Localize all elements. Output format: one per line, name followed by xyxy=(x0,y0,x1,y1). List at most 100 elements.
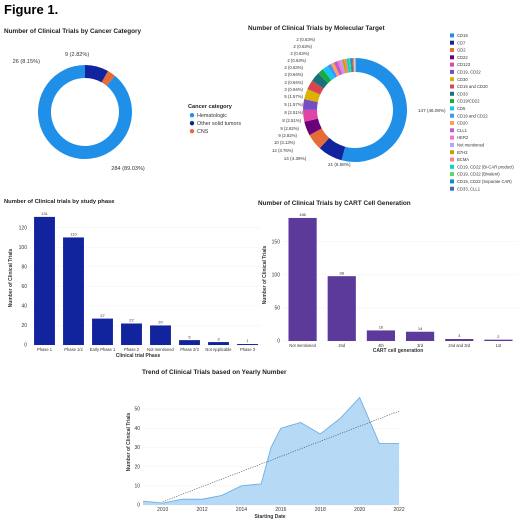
molecular-target-legend-label: CD20 xyxy=(457,121,468,126)
legend-swatch xyxy=(450,179,454,184)
cart-generation-bars: 0 50 100 150 186 Not mentioned 98 2nd 16 4th 14 3rd… xyxy=(272,212,518,348)
study-phase-x-tick-label: Phase 1/2 xyxy=(64,347,83,352)
study-phase-x-tick-label: Not mentioned xyxy=(147,347,174,352)
yearly-trend-x-tick-label: 2018 xyxy=(315,507,326,513)
molecular-target-data-label: 3 (0.94%) xyxy=(284,80,303,85)
molecular-target-data-label: 147 (46.08%) xyxy=(418,108,446,113)
legend-swatch xyxy=(450,121,454,125)
cancer-category-slice xyxy=(85,65,109,83)
study-phase-x-tick-label: Phase 2 xyxy=(124,347,140,352)
molecular-target-slice xyxy=(330,62,340,77)
cancer-category-donut xyxy=(38,65,132,159)
yearly-trend-area: 0 10 20 30 40 50 2010 2012 2014 2016 2018 2020 2022 xyxy=(134,396,405,513)
yearly-trend-x-tick-label: 2010 xyxy=(157,507,168,513)
cart-generation-x-label: CART cell generation xyxy=(373,348,424,354)
molecular-target-slice xyxy=(351,58,354,73)
molecular-target-data-label: 8 (2.51%) xyxy=(284,110,303,115)
study-phase-data-label: 27 xyxy=(100,313,105,318)
molecular-target-slice xyxy=(341,59,348,74)
cart-generation-y-tick-label: 150 xyxy=(272,239,281,245)
molecular-target-legend-label: CD19 and CD22 xyxy=(457,113,488,118)
molecular-target-slice xyxy=(333,61,343,76)
molecular-target-title: Number of Clinical Trials by Molecular T… xyxy=(248,25,385,32)
molecular-target-legend-label: CD30 xyxy=(457,77,468,82)
cart-generation-bar xyxy=(366,330,396,341)
yearly-trend-x-label: Starting Date xyxy=(254,514,285,520)
cart-generation-x-tick-label: 4th xyxy=(378,343,384,348)
molecular-target-legend-label: BCMA xyxy=(457,157,469,162)
legend-swatch xyxy=(450,157,454,162)
legend-swatch xyxy=(189,121,195,126)
study-phase-title: Number of Clinical trials by study phase xyxy=(4,199,115,205)
yearly-trend-x-tick-label: 2020 xyxy=(354,507,365,513)
molecular-target-slice xyxy=(337,60,344,75)
molecular-target-donut xyxy=(302,58,407,162)
molecular-target-data-label: 2 (0.63%) xyxy=(296,37,315,42)
molecular-target-data-label: 3 (0.94%) xyxy=(284,72,303,77)
cart-generation-x-tick-label: 1st xyxy=(496,343,502,348)
cancer-category-legend: Hematologic Other solid tumors CNS xyxy=(189,113,241,135)
study-phase-x-tick-label: Early Phase 1 xyxy=(90,347,116,352)
molecular-target-slice xyxy=(354,58,357,73)
cart-generation-chart: Number of Clinical Trials by CART Cell G… xyxy=(258,200,518,354)
legend-swatch xyxy=(450,69,454,74)
cancer-category-legend-title: Cancer category xyxy=(188,104,233,110)
legend-swatch xyxy=(450,84,454,89)
legend-swatch xyxy=(189,113,195,118)
legend-swatch xyxy=(450,99,454,104)
study-phase-bar xyxy=(237,344,258,345)
molecular-target-legend-label: CD19 and CD20 xyxy=(457,84,488,89)
study-phase-bar xyxy=(179,340,200,345)
molecular-target-data-label: 5 (1.57%) xyxy=(284,102,303,107)
molecular-target-slice xyxy=(304,88,321,103)
yearly-trend-x-tick-label: 2022 xyxy=(393,507,404,513)
study-phase-bar xyxy=(63,237,84,345)
legend-swatch xyxy=(450,77,454,82)
legend-swatch xyxy=(450,135,454,140)
molecular-target-slice xyxy=(307,80,324,95)
study-phase-y-tick-label: 0 xyxy=(24,343,27,349)
study-phase-data-label: 110 xyxy=(70,232,77,237)
cart-generation-x-tick-label: 2nd and 3rd xyxy=(448,343,471,348)
cart-generation-y-label: Number of Clinical Trials xyxy=(262,245,268,304)
yearly-trend-y-tick-label: 10 xyxy=(134,484,140,490)
legend-swatch xyxy=(450,142,454,147)
yearly-trend-y-tick-label: 0 xyxy=(137,503,140,509)
cart-generation-data-label: 186 xyxy=(299,212,306,217)
yearly-trend-title: Trend of Clinical Trials based on Yearly… xyxy=(142,369,287,376)
legend-swatch xyxy=(450,48,454,52)
cancer-category-data-label: 9 (2.82%) xyxy=(65,52,89,58)
molecular-target-slice xyxy=(303,99,318,110)
yearly-trend-line xyxy=(142,396,400,504)
legend-swatch xyxy=(450,113,454,118)
legend-swatch xyxy=(450,106,454,111)
yearly-trend-y-tick-label: 30 xyxy=(134,445,140,451)
study-phase-data-label: 131 xyxy=(41,211,48,216)
molecular-target-slice xyxy=(304,118,322,136)
molecular-target-slice xyxy=(339,59,346,74)
study-phase-x-tick-label: Phase 1 xyxy=(37,347,53,352)
cancer-category-data-labels: 284 (89.03%) 26 (8.15%) 9 (2.82%) xyxy=(13,52,145,172)
molecular-target-slice xyxy=(318,69,332,84)
legend-swatch xyxy=(450,55,454,60)
cart-generation-x-tick-label: 3rd xyxy=(417,343,424,348)
study-phase-y-tick-label: 100 xyxy=(19,245,28,251)
legend-swatch xyxy=(450,128,454,133)
molecular-target-data-label: 10 (3.13%) xyxy=(274,140,296,145)
cancer-category-legend-label: Hematologic xyxy=(197,113,227,119)
molecular-target-slice xyxy=(353,58,355,73)
cart-generation-data-label: 14 xyxy=(418,326,423,331)
study-phase-x-label: Clinical trial Phase xyxy=(116,353,161,359)
molecular-target-legend-label: CD33, CLL1 xyxy=(457,186,481,191)
legend-swatch xyxy=(450,186,454,191)
study-phase-y-tick-label: 40 xyxy=(21,304,27,310)
cart-generation-bar xyxy=(484,339,513,341)
study-phase-bar xyxy=(150,325,171,345)
figure-title: Figure 1. xyxy=(4,2,59,17)
cart-generation-data-label: 3 xyxy=(458,333,461,338)
molecular-target-data-labels: 147 (46.08%) 21 (6.58%) 14 (4.39%) 12 (3.76… xyxy=(272,37,446,167)
cart-generation-y-tick-label: 0 xyxy=(277,339,280,345)
molecular-target-legend-label: HER2 xyxy=(457,135,469,140)
cart-generation-y-tick-label: 50 xyxy=(274,306,280,312)
